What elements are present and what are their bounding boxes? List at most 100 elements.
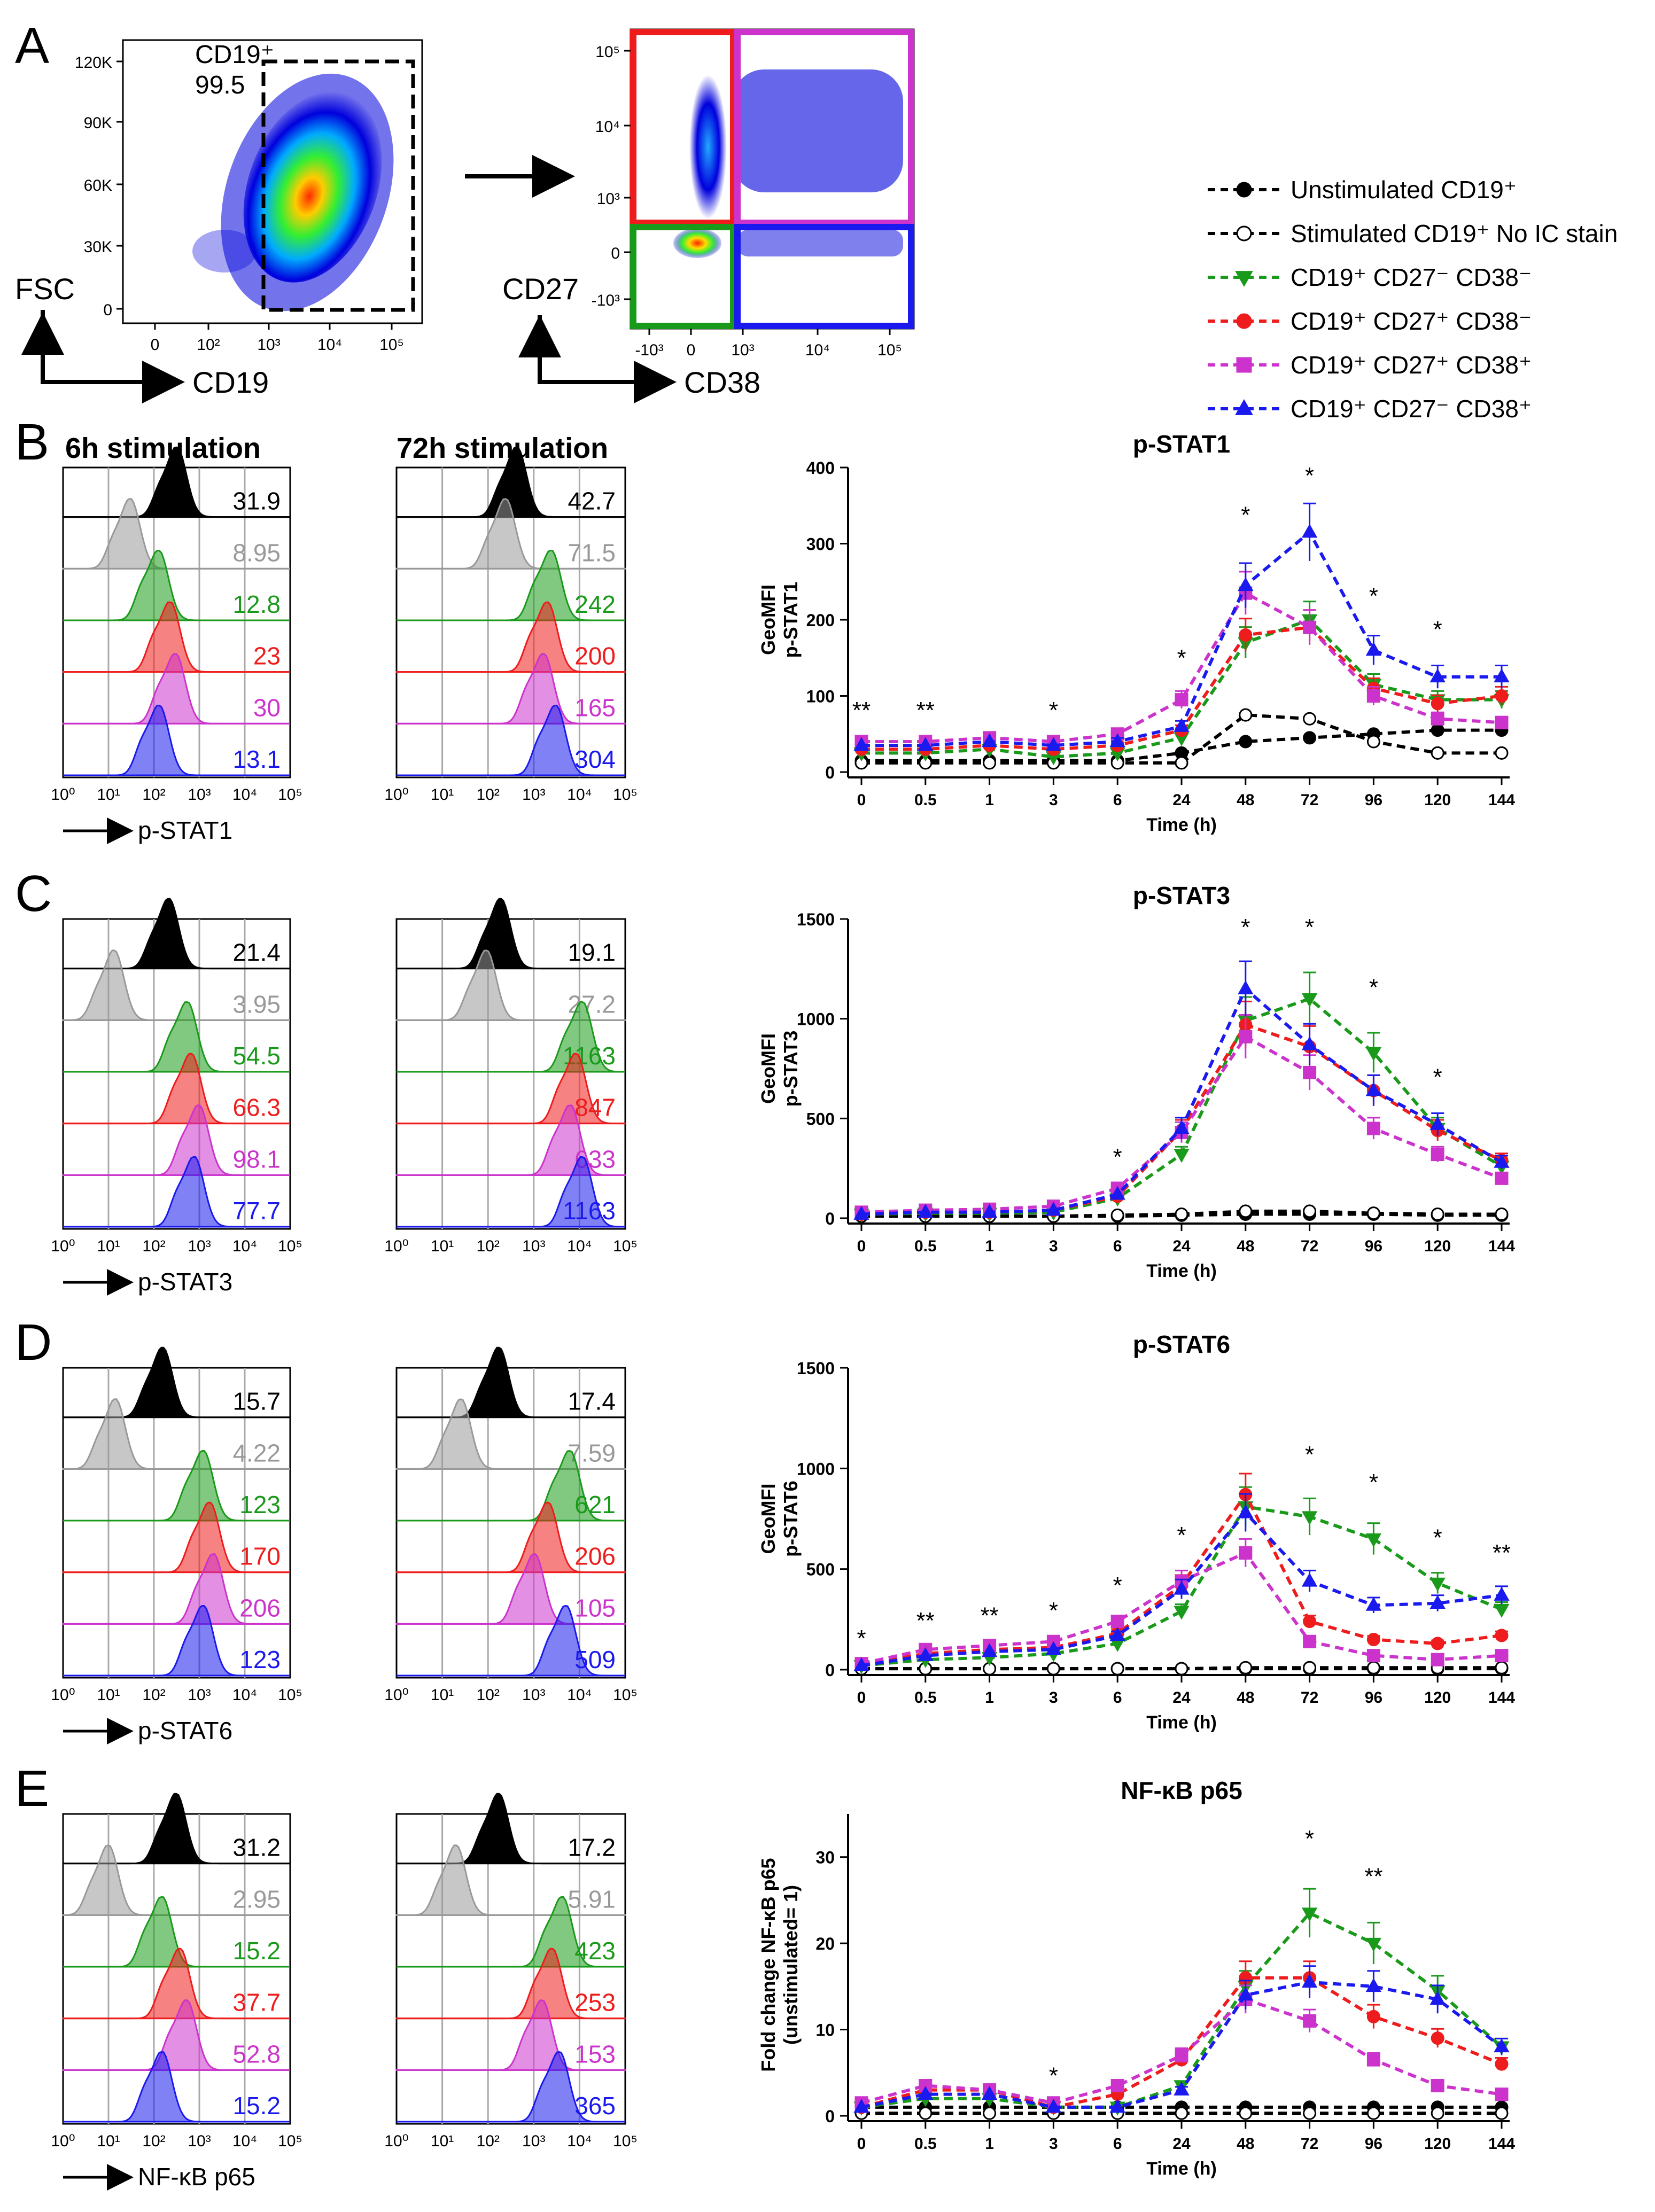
histogram-x-tick-label: 10⁰ xyxy=(384,2132,408,2150)
chart-series xyxy=(853,960,1510,1220)
histogram-value: 123 xyxy=(239,1646,281,1673)
significance-marker: * xyxy=(1177,1522,1186,1548)
histogram-72h: 42.7 71.5 242 200 165 304 10⁰ 10¹ 10² 10³ 10⁴ 10⁵ xyxy=(384,446,638,804)
histogram-x-tick-label: 10¹ xyxy=(431,1237,454,1255)
histogram-x-tick-label: 10⁵ xyxy=(613,1686,638,1704)
histogram-value: 23 xyxy=(253,642,281,670)
dotplot-1-y-tick-label: 90K xyxy=(84,114,112,132)
histogram-x-tick-label: 10⁰ xyxy=(384,1237,408,1255)
chart-x-tick-label: 6 xyxy=(1113,2135,1122,2153)
histogram-panels: B 6h stimulation 72h stimulation 31.9 8.95 12… xyxy=(15,414,638,2191)
series-point xyxy=(1109,733,1125,747)
dotplot-1-x-ticks: 0 10² 10³ 10⁴ 10⁵ xyxy=(151,323,404,354)
histogram-value: 15.2 xyxy=(232,1937,281,1965)
significance-marker: ** xyxy=(916,1608,935,1634)
histogram-value: 253 xyxy=(574,1989,616,2016)
series-point xyxy=(1301,524,1318,538)
histogram-value: 54.5 xyxy=(232,1042,281,1070)
histogram-x-tick-label: 10³ xyxy=(188,2132,211,2150)
series-point xyxy=(1109,1627,1125,1641)
histogram-value: 17.2 xyxy=(568,1834,616,1861)
histogram-x-tick-label: 10³ xyxy=(522,1686,545,1704)
dotplot-1-y-tick-label: 30K xyxy=(84,238,112,256)
chart-y-tick-label: 0 xyxy=(825,1661,835,1680)
series-point xyxy=(918,1647,934,1661)
chart-title: p-STAT3 xyxy=(1133,882,1230,909)
significance-marker: * xyxy=(1433,1525,1442,1551)
histogram-value: 423 xyxy=(574,1937,616,1965)
series-point xyxy=(1238,1504,1254,1518)
series-point xyxy=(1366,735,1380,749)
histogram-value: 31.9 xyxy=(232,487,281,515)
significance-marker: * xyxy=(1241,914,1250,940)
dotplot-1-scatter-left xyxy=(192,230,257,272)
significance-marker: * xyxy=(1113,1144,1122,1170)
dotplot-1-cloud xyxy=(243,91,382,283)
histogram-value: 21.4 xyxy=(232,939,281,967)
histogram-panel: E 31.2 2.95 15.2 37.7 52.8 15.2 10⁰ 10¹ 10² 10³ 10⁴… xyxy=(15,1760,638,2191)
histogram-x-tick-label: 10⁰ xyxy=(384,1686,408,1704)
chart-x-tick-label: 1 xyxy=(985,2135,994,2153)
series-point xyxy=(1109,2099,1125,2113)
series-point xyxy=(853,1205,869,1220)
histogram-curve xyxy=(395,1793,626,1865)
significance-marker: * xyxy=(1369,583,1378,609)
dotplot-2-y-tick-label: -10³ xyxy=(592,292,620,309)
legend-item: CD19⁺ CD27⁺ CD38⁻ xyxy=(1208,307,1532,335)
line-chart: NF-κB p65 0 10 20 30 0 0.5 1 3 6 24 48 72 96 120 144 Tim… xyxy=(757,1777,1515,2179)
series-point xyxy=(1301,1907,1318,1922)
histogram-6h: 21.4 3.95 54.5 66.3 98.1 77.7 10⁰ 10¹ 10² 10³ 10⁴ 1… xyxy=(51,898,302,1255)
chart-x-axis-label: Time (h) xyxy=(1146,1261,1217,1281)
series-point xyxy=(1366,1649,1380,1663)
dotplot-cd38-cd27: 10⁵ 10⁴ 10³ 0 -10³ -10³ 0 10³ 10⁴ 10⁵ CD27 CD38 xyxy=(502,28,915,403)
chart-x-tick-label: 24 xyxy=(1172,1689,1191,1707)
histogram-marker-label: p-STAT6 xyxy=(138,1717,232,1744)
histogram-curve xyxy=(62,1844,291,1916)
series-line xyxy=(861,591,1502,744)
histogram-value: 12.8 xyxy=(232,590,281,618)
histogram-panel: C 21.4 3.95 54.5 66.3 98.1 77.7 10⁰ 10¹ 10² 10³ 10⁴… xyxy=(15,865,638,1296)
legend-marker xyxy=(1235,399,1253,415)
histogram-curve xyxy=(62,1999,291,2071)
series-point xyxy=(1239,1204,1253,1218)
chart-series xyxy=(853,1888,1510,2116)
series-point xyxy=(1301,1974,1318,1988)
gate-cd27pos-cd38pos xyxy=(734,29,914,226)
series-point xyxy=(1431,697,1444,711)
series-point xyxy=(1366,2010,1380,2023)
histogram-value: 153 xyxy=(574,2040,616,2068)
series-point xyxy=(1431,1637,1444,1650)
dotplot-1-y-tick-label: 60K xyxy=(84,177,112,194)
legend-item: CD19⁺ CD27⁻ CD38⁺ xyxy=(1208,395,1532,423)
histogram-curve xyxy=(395,898,626,970)
histogram-x-tick-label: 10² xyxy=(477,2132,500,2150)
chart-x-tick-label: 72 xyxy=(1301,2135,1318,2153)
series-point xyxy=(981,733,998,747)
series-point xyxy=(1174,1580,1190,1595)
panel-letter: E xyxy=(15,1760,49,1817)
histogram-curve xyxy=(395,498,626,570)
histogram-x-tick-label: 10² xyxy=(477,1686,500,1704)
legend-marker xyxy=(1236,313,1252,329)
histogram-x-tick-label: 10¹ xyxy=(431,786,454,804)
cd19-gate-value: 99.5 xyxy=(195,71,245,99)
histogram-curve xyxy=(395,1844,626,1916)
histogram-panel: B 6h stimulation 72h stimulation 31.9 8.95 12… xyxy=(15,414,638,844)
chart-x-tick-label: 144 xyxy=(1488,791,1515,809)
chart-y-tick-label: 0 xyxy=(825,2107,835,2126)
series-point xyxy=(1303,620,1317,634)
dotplot-1-x-tick-label: 10⁴ xyxy=(317,336,342,354)
chart-y-tick-label: 0 xyxy=(825,1209,835,1228)
series-point xyxy=(1494,668,1510,683)
chart-x-tick-label: 0.5 xyxy=(914,2135,937,2153)
chart-y-tick-label: 10 xyxy=(815,2021,835,2040)
chart-y-axis-label: Fold change NF-κB p65 xyxy=(757,1858,779,2071)
histogram-curve xyxy=(62,1553,291,1625)
series-point xyxy=(1303,2106,1317,2120)
histogram-value: 165 xyxy=(574,694,616,721)
series-point xyxy=(1365,1596,1382,1611)
series-point xyxy=(1365,1937,1382,1952)
chart-y-tick-label: 30 xyxy=(815,1848,835,1867)
